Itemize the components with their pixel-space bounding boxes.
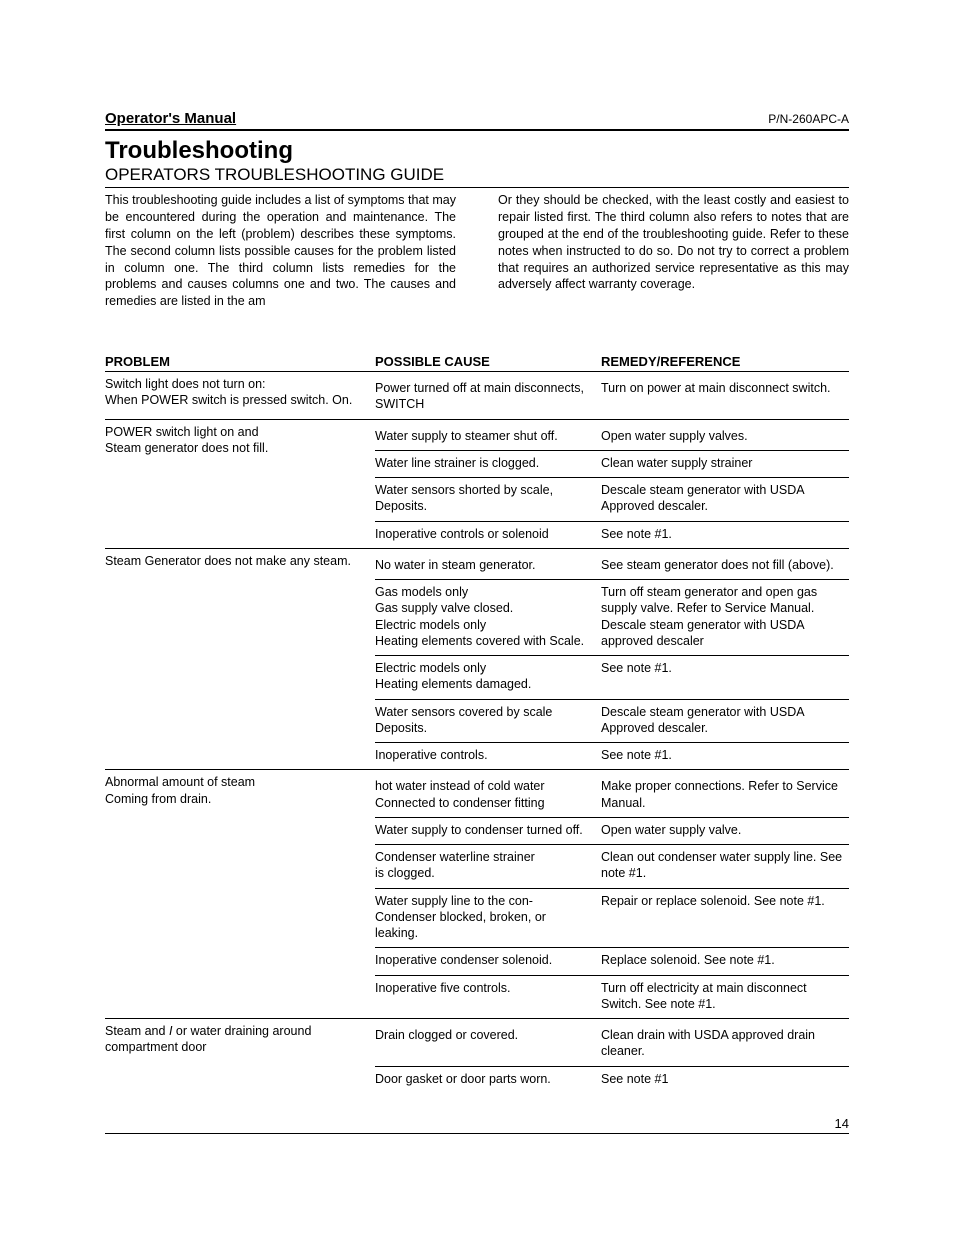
cause-row: Water line strainer is clogged.Clean wat…: [375, 450, 849, 477]
table-row: Steam Generator does not make any steam.…: [105, 549, 849, 771]
cause-row: Inoperative five controls.Turn off elect…: [375, 975, 849, 1019]
cause-cell: Water supply line to the con- Condenser …: [375, 893, 601, 942]
intro-right: Or they should be checked, with the leas…: [498, 192, 849, 310]
cause-row: Gas models only Gas supply valve closed.…: [375, 579, 849, 655]
cause-row: Condenser waterline strainer is clogged.…: [375, 844, 849, 888]
cause-row: No water in steam generator.See steam ge…: [375, 553, 849, 579]
cause-row: Electric models only Heating elements da…: [375, 655, 849, 699]
troubleshooting-table: PROBLEM POSSIBLE CAUSE REMEDY/REFERENCE …: [105, 354, 849, 1093]
remedy-cell: See note #1.: [601, 660, 849, 693]
table-body: Switch light does not turn on: When POWE…: [105, 372, 849, 1093]
cause-row: Inoperative controls.See note #1.: [375, 742, 849, 769]
header-left: Operator's Manual: [105, 110, 236, 127]
cause-cell: Power turned off at main disconnects, SW…: [375, 380, 601, 413]
causes-group: Water supply to steamer shut off.Open wa…: [375, 424, 849, 548]
remedy-cell: See note #1: [601, 1071, 849, 1087]
cause-cell: Water line strainer is clogged.: [375, 455, 601, 471]
cause-row: Water supply line to the con- Condenser …: [375, 888, 849, 948]
page-subtitle: OPERATORS TROUBLESHOOTING GUIDE: [105, 165, 849, 188]
remedy-cell: Clean out condenser water supply line. S…: [601, 849, 849, 882]
cause-cell: Inoperative controls.: [375, 747, 601, 763]
table-header-row: PROBLEM POSSIBLE CAUSE REMEDY/REFERENCE: [105, 354, 849, 372]
header-right: P/N-260APC-A: [768, 112, 849, 126]
remedy-cell: Make proper connections. Refer to Servic…: [601, 778, 849, 811]
remedy-cell: Clean drain with USDA approved drain cle…: [601, 1027, 849, 1060]
remedy-cell: Repair or replace solenoid. See note #1.: [601, 893, 849, 942]
cause-cell: Water supply to steamer shut off.: [375, 428, 601, 444]
cause-row: Water supply to condenser turned off.Ope…: [375, 817, 849, 844]
cause-cell: Drain clogged or covered.: [375, 1027, 601, 1060]
table-row: Switch light does not turn on: When POWE…: [105, 372, 849, 420]
intro-columns: This troubleshooting guide includes a li…: [105, 192, 849, 310]
remedy-cell: See note #1.: [601, 526, 849, 542]
footer: 14: [105, 1133, 849, 1149]
remedy-cell: Clean water supply strainer: [601, 455, 849, 471]
remedy-cell: Open water supply valve.: [601, 822, 849, 838]
cause-row: Inoperative controls or solenoidSee note…: [375, 521, 849, 548]
remedy-cell: See note #1.: [601, 747, 849, 763]
intro-left: This troubleshooting guide includes a li…: [105, 192, 456, 310]
causes-group: Power turned off at main disconnects, SW…: [375, 376, 849, 419]
cause-row: Power turned off at main disconnects, SW…: [375, 376, 849, 419]
causes-group: Drain clogged or covered.Clean drain wit…: [375, 1023, 849, 1093]
col-header-cause: POSSIBLE CAUSE: [375, 354, 601, 369]
problem-cell: Steam and I or water draining around com…: [105, 1023, 375, 1093]
cause-cell: Inoperative five controls.: [375, 980, 601, 1013]
cause-cell: Door gasket or door parts worn.: [375, 1071, 601, 1087]
cause-cell: Electric models only Heating elements da…: [375, 660, 601, 693]
cause-cell: Water sensors covered by scale Deposits.: [375, 704, 601, 737]
cause-row: Water sensors shorted by scale, Deposits…: [375, 477, 849, 521]
cause-row: Water supply to steamer shut off.Open wa…: [375, 424, 849, 450]
remedy-cell: Turn off electricity at main disconnect …: [601, 980, 849, 1013]
cause-cell: Inoperative condenser solenoid.: [375, 952, 601, 968]
cause-row: Water sensors covered by scale Deposits.…: [375, 699, 849, 743]
cause-row: hot water instead of cold water Connecte…: [375, 774, 849, 817]
cause-cell: No water in steam generator.: [375, 557, 601, 573]
cause-cell: Gas models only Gas supply valve closed.…: [375, 584, 601, 649]
table-row: POWER switch light on and Steam generato…: [105, 420, 849, 549]
remedy-cell: Descale steam generator with USDA Approv…: [601, 704, 849, 737]
cause-cell: hot water instead of cold water Connecte…: [375, 778, 601, 811]
col-header-problem: PROBLEM: [105, 354, 375, 369]
cause-row: Inoperative condenser solenoid.Replace s…: [375, 947, 849, 974]
cause-cell: Water sensors shorted by scale, Deposits…: [375, 482, 601, 515]
causes-group: No water in steam generator.See steam ge…: [375, 553, 849, 770]
remedy-cell: Descale steam generator with USDA Approv…: [601, 482, 849, 515]
header-row: Operator's Manual P/N-260APC-A: [105, 110, 849, 131]
remedy-cell: Turn off steam generator and open gas su…: [601, 584, 849, 649]
page-title: Troubleshooting: [105, 137, 849, 165]
remedy-cell: Open water supply valves.: [601, 428, 849, 444]
causes-group: hot water instead of cold water Connecte…: [375, 774, 849, 1018]
cause-cell: Condenser waterline strainer is clogged.: [375, 849, 601, 882]
intro-left-text: This troubleshooting guide includes a li…: [105, 192, 456, 310]
remedy-cell: See steam generator does not fill (above…: [601, 557, 849, 573]
remedy-cell: Replace solenoid. See note #1.: [601, 952, 849, 968]
cause-row: Door gasket or door parts worn.See note …: [375, 1066, 849, 1093]
table-row: Steam and I or water draining around com…: [105, 1019, 849, 1093]
col-header-remedy: REMEDY/REFERENCE: [601, 354, 849, 369]
problem-cell: Steam Generator does not make any steam.: [105, 553, 375, 770]
table-row: Abnormal amount of steam Coming from dra…: [105, 770, 849, 1019]
cause-row: Drain clogged or covered.Clean drain wit…: [375, 1023, 849, 1066]
page-number: 14: [835, 1116, 849, 1131]
cause-cell: Water supply to condenser turned off.: [375, 822, 601, 838]
problem-cell: Switch light does not turn on: When POWE…: [105, 376, 375, 419]
remedy-cell: Turn on power at main disconnect switch.: [601, 380, 849, 413]
intro-right-text: Or they should be checked, with the leas…: [498, 192, 849, 293]
cause-cell: Inoperative controls or solenoid: [375, 526, 601, 542]
problem-cell: Abnormal amount of steam Coming from dra…: [105, 774, 375, 1018]
problem-cell: POWER switch light on and Steam generato…: [105, 424, 375, 548]
page: Operator's Manual P/N-260APC-A Troublesh…: [0, 0, 954, 1209]
